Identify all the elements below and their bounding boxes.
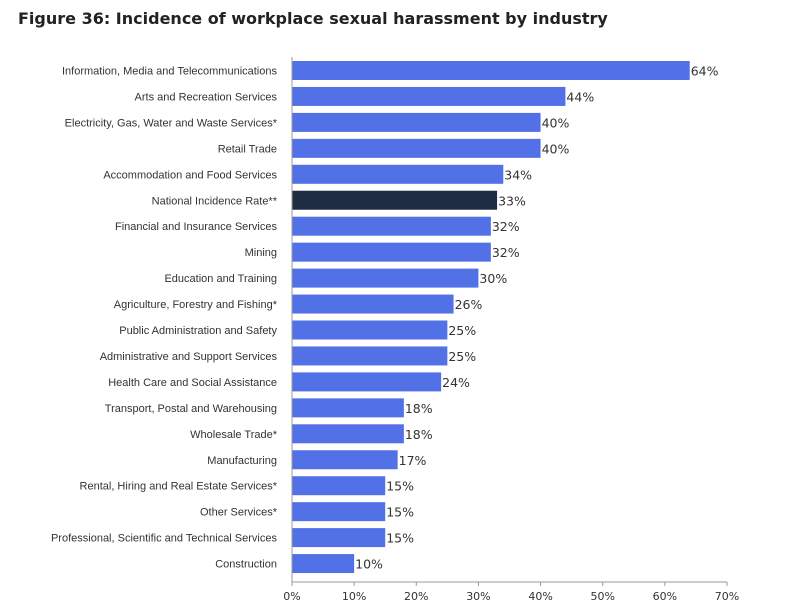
x-tick-label: 10%	[342, 590, 366, 603]
category-label: National Incidence Rate**	[152, 195, 278, 207]
category-label: Electricity, Gas, Water and Waste Servic…	[65, 117, 278, 129]
value-label: 10%	[355, 557, 383, 572]
category-label: Mining	[245, 247, 277, 259]
value-label: 40%	[542, 141, 570, 156]
category-label: Wholesale Trade*	[190, 429, 278, 441]
category-label: Rental, Hiring and Real Estate Services*	[80, 481, 278, 493]
category-label: Other Services*	[200, 507, 278, 519]
bar	[292, 424, 404, 444]
value-label: 15%	[386, 479, 414, 494]
value-label: 44%	[566, 89, 594, 104]
bars	[292, 61, 690, 574]
value-label: 32%	[492, 245, 520, 260]
value-label: 33%	[498, 193, 526, 208]
value-label: 30%	[479, 271, 507, 286]
bar	[292, 346, 448, 366]
category-label: Accommodation and Food Services	[103, 169, 277, 181]
category-label: Professional, Scientific and Technical S…	[51, 533, 278, 545]
category-label: Public Administration and Safety	[119, 325, 277, 337]
category-label: Education and Training	[164, 273, 277, 285]
value-label: 40%	[542, 115, 570, 130]
bar	[292, 112, 541, 132]
bar	[292, 61, 690, 80]
value-label: 17%	[399, 453, 427, 468]
bar	[292, 372, 442, 392]
bar	[292, 554, 355, 574]
bar	[292, 138, 541, 158]
category-label: Arts and Recreation Services	[135, 91, 278, 103]
axes: 0% 10% 20% 30% 40% 50% 60% 70%	[283, 57, 739, 603]
value-label: 25%	[448, 323, 476, 338]
bar	[292, 476, 386, 496]
chart-title: Figure 36: Incidence of workplace sexual…	[18, 9, 608, 28]
bar	[292, 320, 448, 340]
category-label: Health Care and Social Assistance	[108, 377, 277, 389]
bar	[292, 164, 504, 184]
value-label: 15%	[386, 505, 414, 520]
category-label: Transport, Postal and Warehousing	[105, 403, 277, 415]
x-tick-label: 30%	[466, 590, 490, 603]
value-label: 15%	[386, 531, 414, 546]
labels: Information, Media and Telecommunication…	[51, 64, 719, 572]
x-tick-label: 20%	[404, 590, 428, 603]
category-label: Retail Trade	[218, 143, 277, 155]
bar	[292, 216, 491, 236]
x-tick-label: 0%	[283, 590, 300, 603]
value-label: 34%	[504, 167, 532, 182]
bar	[292, 528, 386, 548]
value-label: 64%	[691, 64, 719, 79]
bar	[292, 190, 498, 210]
bar	[292, 268, 479, 288]
x-tick-label: 40%	[528, 590, 552, 603]
x-tick-label: 70%	[715, 590, 739, 603]
category-label: Information, Media and Telecommunication…	[62, 66, 278, 78]
bar	[292, 242, 491, 262]
x-tick-label: 60%	[653, 590, 677, 603]
value-label: 26%	[455, 297, 483, 312]
bar	[292, 294, 454, 314]
category-label: Administrative and Support Services	[100, 351, 278, 363]
x-tick-label: 50%	[590, 590, 614, 603]
category-label: Agriculture, Forestry and Fishing*	[114, 299, 278, 311]
bar	[292, 450, 398, 470]
category-label: Manufacturing	[207, 455, 277, 467]
value-label: 32%	[492, 219, 520, 234]
bar	[292, 398, 404, 418]
value-label: 24%	[442, 375, 470, 390]
bar	[292, 86, 566, 106]
value-label: 18%	[405, 401, 433, 416]
category-label: Financial and Insurance Services	[115, 221, 278, 233]
value-label: 18%	[405, 427, 433, 442]
value-label: 25%	[448, 349, 476, 364]
category-label: Construction	[215, 559, 277, 571]
bar	[292, 502, 386, 522]
